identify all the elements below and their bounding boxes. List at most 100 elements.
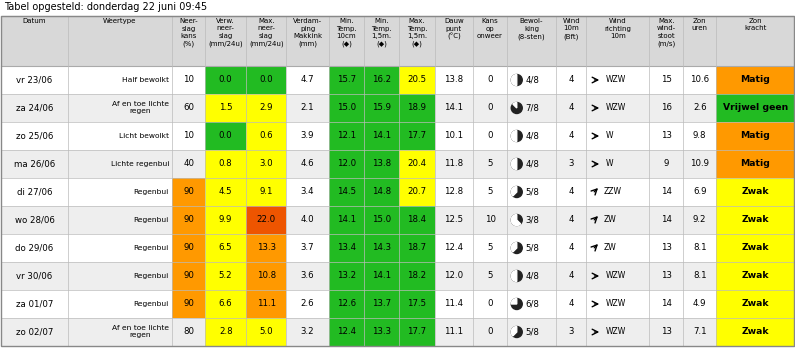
Circle shape [511, 326, 522, 337]
Text: Dauw
punt
(°C): Dauw punt (°C) [444, 18, 463, 40]
Text: 3.7: 3.7 [301, 244, 315, 252]
Text: Verw.
neer-
slag
(mm/24u): Verw. neer- slag (mm/24u) [208, 18, 243, 47]
Bar [246, 66, 286, 94]
Text: Datum: Datum [23, 18, 46, 24]
Circle shape [511, 159, 522, 170]
Text: Zon
uren: Zon uren [692, 18, 708, 32]
Text: 22.0: 22.0 [257, 216, 276, 224]
Text: 5: 5 [487, 244, 493, 252]
Bar [246, 178, 286, 206]
Bar [1, 122, 794, 150]
Bar [364, 122, 399, 150]
Wedge shape [511, 298, 517, 304]
Text: 13.8: 13.8 [372, 160, 391, 169]
Bar [205, 234, 246, 262]
Text: 15.9: 15.9 [372, 103, 391, 113]
Text: 14.8: 14.8 [372, 188, 391, 196]
Text: Regenbui: Regenbui [134, 217, 169, 223]
Text: 12.1: 12.1 [337, 131, 356, 141]
Bar [399, 66, 435, 94]
Text: 5/8: 5/8 [525, 244, 539, 252]
Text: Zwak: Zwak [742, 272, 769, 280]
Text: 90: 90 [183, 299, 194, 308]
Bar [246, 122, 286, 150]
Text: 5: 5 [487, 188, 493, 196]
Bar [716, 66, 794, 94]
Text: 16.2: 16.2 [372, 75, 391, 85]
Bar [1, 94, 794, 122]
Text: 13.3: 13.3 [372, 327, 391, 337]
Text: 4: 4 [568, 216, 574, 224]
Text: di 27/06: di 27/06 [17, 188, 52, 196]
Text: 20.5: 20.5 [407, 75, 426, 85]
Bar [364, 94, 399, 122]
Text: 15.0: 15.0 [337, 103, 356, 113]
Text: 20.7: 20.7 [407, 188, 426, 196]
Text: Vrijwel geen: Vrijwel geen [723, 103, 788, 113]
Bar [329, 318, 364, 346]
Text: 2.6: 2.6 [301, 299, 315, 308]
Text: 14: 14 [661, 188, 672, 196]
Text: 9.1: 9.1 [259, 188, 273, 196]
Bar [246, 290, 286, 318]
Text: 10.9: 10.9 [690, 160, 709, 169]
Text: Af en toe lichte
regen: Af en toe lichte regen [112, 102, 169, 114]
Text: 4.6: 4.6 [301, 160, 315, 169]
Text: 4: 4 [568, 272, 574, 280]
Bar [329, 66, 364, 94]
Text: 5: 5 [487, 272, 493, 280]
Text: 20.4: 20.4 [407, 160, 426, 169]
Text: 5.0: 5.0 [259, 327, 273, 337]
Bar [399, 234, 435, 262]
Text: 60: 60 [183, 103, 194, 113]
Text: ma 26/06: ma 26/06 [14, 160, 55, 169]
Text: do 29/06: do 29/06 [15, 244, 53, 252]
Bar [399, 150, 435, 178]
Text: 14: 14 [661, 299, 672, 308]
Text: 12.6: 12.6 [337, 299, 356, 308]
Text: 2.6: 2.6 [693, 103, 707, 113]
Bar [1, 178, 794, 206]
Text: Min.
Temp.
10cm
(◆): Min. Temp. 10cm (◆) [336, 18, 357, 47]
Text: 5.2: 5.2 [219, 272, 232, 280]
Text: 3/8: 3/8 [525, 216, 539, 224]
Text: Af en toe lichte
regen: Af en toe lichte regen [112, 325, 169, 338]
Text: 2.8: 2.8 [219, 327, 232, 337]
Text: 8.1: 8.1 [693, 244, 707, 252]
Bar [205, 94, 246, 122]
Text: Zwak: Zwak [742, 299, 769, 308]
Text: WZW: WZW [606, 299, 626, 308]
Text: Bewol-
king
(8-sten): Bewol- king (8-sten) [518, 18, 545, 40]
Text: 10: 10 [183, 75, 194, 85]
Bar [364, 318, 399, 346]
Text: 4: 4 [568, 244, 574, 252]
Bar [329, 290, 364, 318]
Text: 7/8: 7/8 [525, 103, 539, 113]
Text: ZW: ZW [604, 216, 617, 224]
Text: vr 23/06: vr 23/06 [17, 75, 52, 85]
Text: 15.0: 15.0 [372, 216, 391, 224]
Circle shape [511, 298, 522, 309]
Text: zo 02/07: zo 02/07 [16, 327, 53, 337]
Text: 14.1: 14.1 [372, 131, 391, 141]
Text: Regenbui: Regenbui [134, 273, 169, 279]
Bar [364, 206, 399, 234]
Bar [329, 234, 364, 262]
Text: Zwak: Zwak [742, 188, 769, 196]
Text: Weertype: Weertype [103, 18, 137, 24]
Bar [364, 290, 399, 318]
Text: ZZW: ZZW [604, 188, 622, 196]
Text: 17.7: 17.7 [407, 327, 426, 337]
Text: Min.
Temp.
1,5m.
(◆): Min. Temp. 1,5m. (◆) [371, 18, 392, 47]
Text: zo 25/06: zo 25/06 [16, 131, 53, 141]
Text: 1.5: 1.5 [219, 103, 232, 113]
Bar [1, 318, 794, 346]
Text: 4.0: 4.0 [301, 216, 315, 224]
Bar [716, 122, 794, 150]
Text: 4: 4 [568, 103, 574, 113]
Text: 14.1: 14.1 [337, 216, 356, 224]
Text: 4: 4 [568, 299, 574, 308]
Text: Matig: Matig [740, 160, 770, 169]
Text: Regenbui: Regenbui [134, 301, 169, 307]
Text: Zwak: Zwak [742, 327, 769, 337]
